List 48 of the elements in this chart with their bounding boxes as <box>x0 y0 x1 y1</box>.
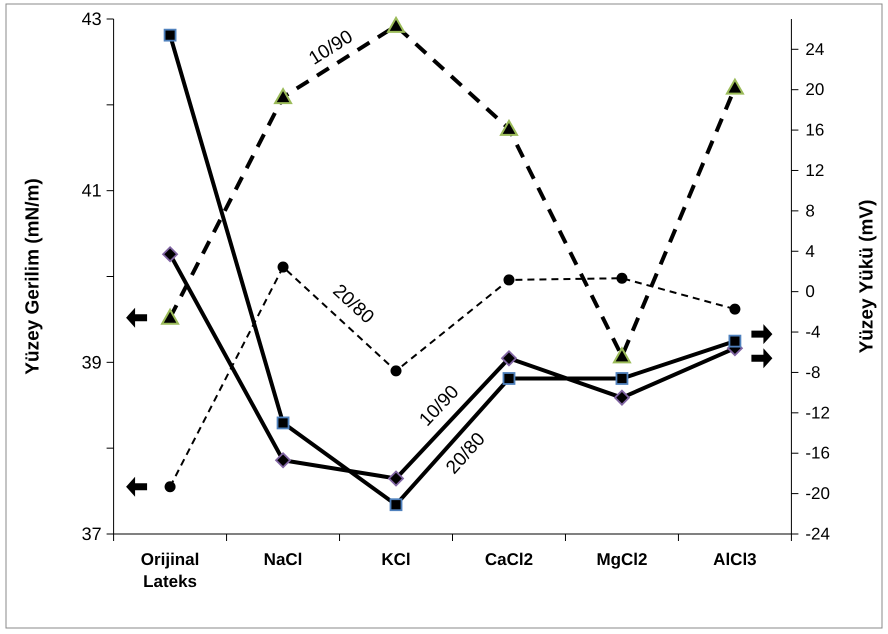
x-tick-label: MgCl2 <box>596 550 648 569</box>
point <box>387 16 406 33</box>
y2-tick-label: 12 <box>805 160 824 180</box>
point <box>390 365 402 376</box>
point <box>616 272 628 284</box>
point <box>162 246 178 262</box>
y2-tick-label: 0 <box>805 282 815 302</box>
x-tick-label: CaCl2 <box>484 550 534 569</box>
y2-tick-label: -4 <box>805 322 821 342</box>
point <box>728 334 742 348</box>
point <box>614 390 630 406</box>
point <box>164 481 176 492</box>
x-tick-label: NaCl <box>264 550 302 569</box>
point <box>274 88 292 104</box>
y2-tick-label: -16 <box>805 444 830 463</box>
x-tick-label: AlCl3 <box>713 550 757 569</box>
y2-tick-label: 8 <box>805 201 815 220</box>
y-tick-label: 39 <box>82 352 102 372</box>
y2-tick-label: 16 <box>805 120 824 140</box>
y2-tick-label: 4 <box>805 242 815 261</box>
point <box>501 350 517 366</box>
point <box>388 470 404 486</box>
point <box>500 120 518 136</box>
point <box>612 347 631 364</box>
point <box>616 372 628 385</box>
point <box>278 262 289 273</box>
y2-tick-label: -24 <box>805 524 830 544</box>
y2-tick-label: 20 <box>805 80 824 100</box>
y-tick-label: 37 <box>82 524 102 544</box>
y2-tick-label: -20 <box>805 484 830 504</box>
y-tick-label: 43 <box>82 9 102 29</box>
point <box>503 274 514 286</box>
y2-tick-label: -12 <box>805 403 830 422</box>
point <box>502 372 516 385</box>
y2-axis-title: Yüzey Yükü (mV) <box>856 200 878 354</box>
x-tick-label: Orijinal Lateks <box>140 550 200 591</box>
point <box>164 28 176 42</box>
y-tick-label: 41 <box>82 180 102 201</box>
point <box>275 452 291 468</box>
y2-tick-label: 24 <box>805 40 824 59</box>
point <box>390 498 402 512</box>
point <box>276 416 290 430</box>
point <box>726 78 744 95</box>
point <box>729 304 740 315</box>
point <box>161 308 180 325</box>
x-tick-label: KCl <box>381 550 411 569</box>
y-axis-title: Yüzey Gerilim (mN/m) <box>22 178 44 375</box>
y2-tick-label: -8 <box>805 362 821 382</box>
